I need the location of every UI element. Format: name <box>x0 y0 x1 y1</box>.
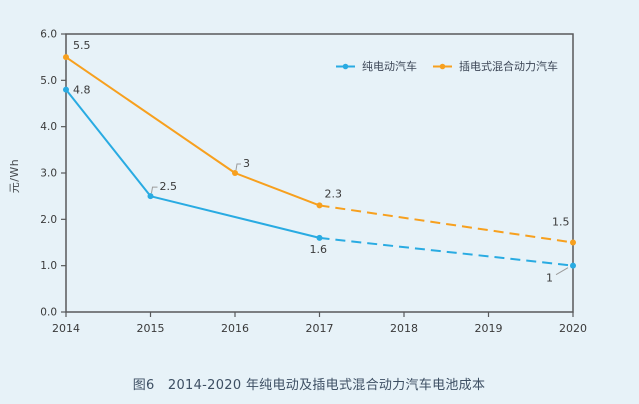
data-point-label: 3 <box>243 157 250 170</box>
y-tick-label: 1.0 <box>40 260 57 272</box>
legend-item-bev: 纯电动汽车 <box>336 58 417 74</box>
y-tick-label: 2.0 <box>40 214 57 226</box>
data-point <box>316 234 323 241</box>
data-point-label: 2.3 <box>325 187 343 200</box>
line-marker-icon <box>433 63 452 69</box>
line-chart: 0.0 1.0 2.0 3.0 4.0 5.0 6.0 2014 2015 2016 2017 201… <box>40 29 587 336</box>
series-0-line <box>65 88 321 239</box>
x-tick-label: 2015 <box>137 322 165 335</box>
figure-caption: 图6 2014-2020 年纯电动及插电式混合动力汽车电池成本 <box>132 378 486 393</box>
data-point <box>570 262 576 269</box>
data-point-label: 5.5 <box>73 39 91 52</box>
x-tick-label: 2014 <box>52 322 80 335</box>
x-tick-label: 2017 <box>306 322 334 335</box>
y-tick-label: 4.0 <box>40 121 57 133</box>
y-tick-label: 5.0 <box>40 75 57 87</box>
legend-label-phev: 插电式混合动力汽车 <box>459 60 558 73</box>
plot-frame <box>65 33 574 313</box>
data-point-label: 1.6 <box>310 243 328 256</box>
y-axis-title: 元/Wh <box>8 158 21 194</box>
y-tick-label: 0.0 <box>40 307 57 319</box>
x-tick-label: 2020 <box>559 322 587 335</box>
x-tick-label: 2018 <box>390 322 418 335</box>
data-point <box>316 202 323 209</box>
series-0-dashed-line <box>319 236 574 267</box>
data-point <box>63 86 69 93</box>
data-point <box>570 239 576 246</box>
data-point-label: 1.5 <box>552 216 570 229</box>
y-tick-label: 3.0 <box>40 168 57 180</box>
label-leader-line <box>555 267 569 276</box>
data-point-label: 1 <box>546 272 553 285</box>
label-leader-line <box>235 163 241 171</box>
data-point <box>63 54 69 61</box>
data-point-label: 4.8 <box>73 84 91 97</box>
data-point <box>147 193 154 200</box>
data-point <box>232 170 238 176</box>
chart-legend: 纯电动汽车 插电式混合动力汽车 <box>336 58 558 74</box>
series-1-line <box>65 56 321 207</box>
line-marker-icon <box>336 63 355 69</box>
x-tick-label: 2019 <box>475 322 503 335</box>
x-tick-label: 2016 <box>221 322 249 335</box>
data-point-label: 2.5 <box>160 180 178 193</box>
label-leader-line <box>151 186 158 194</box>
legend-item-phev: 插电式混合动力汽车 <box>433 58 558 74</box>
y-tick-label: 6.0 <box>40 29 57 41</box>
series-1-dashed-line <box>319 204 574 244</box>
legend-label-bev: 纯电动汽车 <box>362 60 417 73</box>
